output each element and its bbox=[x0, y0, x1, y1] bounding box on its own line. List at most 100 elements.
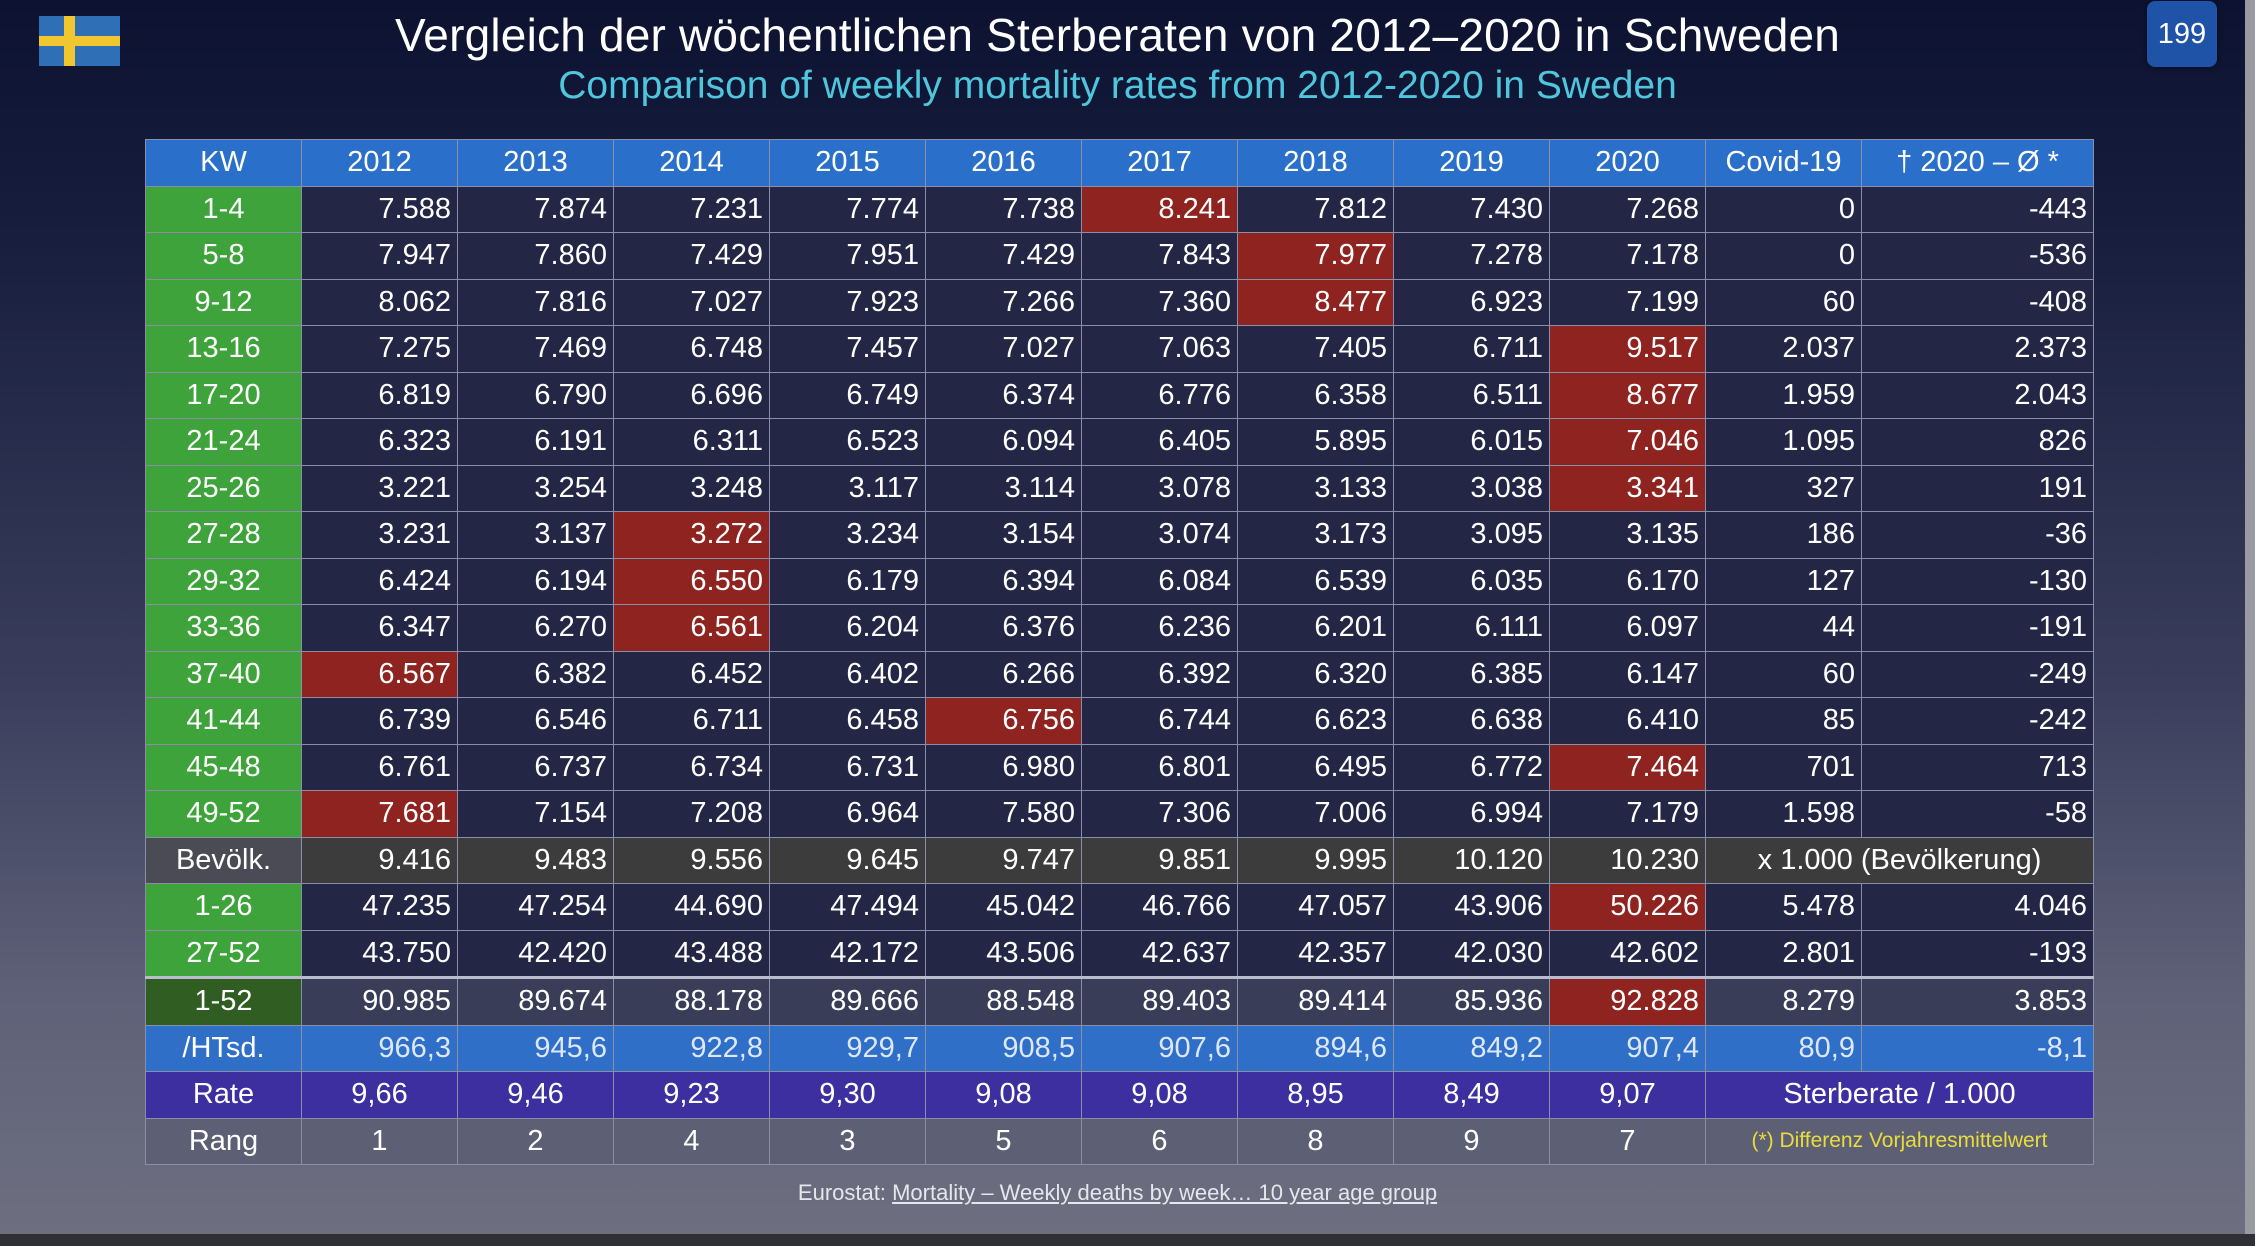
table-cell: 7.951 bbox=[769, 232, 926, 280]
source-prefix: Eurostat: bbox=[797, 1180, 893, 1205]
table-cell: 9.995 bbox=[1237, 836, 1394, 884]
per-thousand-row: /HTsd. 966,3 945,6 922,8 929,7 908,5 907,6 894,… bbox=[145, 1024, 2094, 1072]
table-row: 49-52 7.681 7.154 7.208 6.964 7.580 7.306 7.006… bbox=[145, 790, 2094, 838]
table-cell: 6.452 bbox=[613, 650, 770, 698]
table-cell: 1 bbox=[301, 1117, 458, 1165]
table-cell: 42.172 bbox=[769, 929, 926, 978]
population-row: Bevölk. 9.416 9.483 9.556 9.645 9.747 9.851 9.9… bbox=[145, 836, 2094, 884]
table-cell: 2 bbox=[457, 1117, 614, 1165]
rank-row: Rang 1 2 4 3 5 6 8 9 7 (*) Differenz Vorjahresmitt… bbox=[145, 1117, 2094, 1165]
table-cell: 7.006 bbox=[1237, 790, 1394, 838]
table-cell: 6.194 bbox=[457, 557, 614, 605]
table-row: 5-8 7.947 7.860 7.429 7.951 7.429 7.843 7.977 7.… bbox=[145, 232, 2094, 280]
table-cell: 6.748 bbox=[613, 325, 770, 373]
table-cell: 85 bbox=[1705, 697, 1862, 745]
table-row: 13-16 7.275 7.469 6.748 7.457 7.027 7.063 7.405… bbox=[145, 325, 2094, 373]
table-cell: 9,07 bbox=[1549, 1071, 1706, 1119]
row-label-week: 49-52 bbox=[145, 790, 302, 838]
table-cell: 43.488 bbox=[613, 929, 770, 978]
table-cell: 6.035 bbox=[1393, 557, 1550, 605]
table-cell-highlighted: 92.828 bbox=[1549, 976, 1706, 1026]
table-cell: 8,95 bbox=[1237, 1071, 1394, 1119]
table-cell: 6.711 bbox=[1393, 325, 1550, 373]
table-cell: -36 bbox=[1861, 511, 2094, 559]
row-label-rank: Rang bbox=[145, 1117, 302, 1165]
table-cell: 8,49 bbox=[1393, 1071, 1550, 1119]
table-cell-highlighted: 3.341 bbox=[1549, 464, 1706, 512]
table-cell: 6.311 bbox=[613, 418, 770, 466]
table-cell: 4.046 bbox=[1861, 883, 2094, 931]
table-cell: 7.231 bbox=[613, 185, 770, 233]
table-cell: 7.027 bbox=[613, 278, 770, 326]
table-cell: 6.402 bbox=[769, 650, 926, 698]
table-cell: 6.170 bbox=[1549, 557, 1706, 605]
table-cell: 6.776 bbox=[1081, 371, 1238, 419]
source-link[interactable]: Mortality – Weekly deaths by week… 10 ye… bbox=[892, 1180, 1438, 1205]
table-row: 27-28 3.231 3.137 3.272 3.234 3.154 3.074 3.173… bbox=[145, 511, 2094, 559]
table-cell: 327 bbox=[1705, 464, 1862, 512]
table-cell: 6.084 bbox=[1081, 557, 1238, 605]
table-cell: 6.204 bbox=[769, 604, 926, 652]
table-cell: 6.980 bbox=[925, 743, 1082, 791]
table-row: 29-32 6.424 6.194 6.550 6.179 6.394 6.084 6.539… bbox=[145, 557, 2094, 605]
table-cell: 7.306 bbox=[1081, 790, 1238, 838]
table-cell: 3 bbox=[769, 1117, 926, 1165]
table-cell-highlighted: 6.561 bbox=[613, 604, 770, 652]
flag-cross-vertical bbox=[64, 16, 75, 66]
table-cell: -8,1 bbox=[1861, 1024, 2094, 1072]
table-row: 9-12 8.062 7.816 7.027 7.923 7.266 7.360 8.477 6… bbox=[145, 278, 2094, 326]
table-cell: 6.546 bbox=[457, 697, 614, 745]
table-row: 41-44 6.739 6.546 6.711 6.458 6.756 6.744 6.623… bbox=[145, 697, 2094, 745]
table-cell: 7.179 bbox=[1549, 790, 1706, 838]
table-cell: 7.268 bbox=[1549, 185, 1706, 233]
table-cell: 6.347 bbox=[301, 604, 458, 652]
table-cell: 47.235 bbox=[301, 883, 458, 931]
row-label-per-thousand: /HTsd. bbox=[145, 1024, 302, 1072]
table-cell: 907,6 bbox=[1081, 1024, 1238, 1072]
row-label-week: 41-44 bbox=[145, 697, 302, 745]
table-cell: 3.248 bbox=[613, 464, 770, 512]
table-cell: 922,8 bbox=[613, 1024, 770, 1072]
table-cell: 9.556 bbox=[613, 836, 770, 884]
table-cell: 2.037 bbox=[1705, 325, 1862, 373]
population-unit-note: x 1.000 (Bevölkerung) bbox=[1705, 836, 2094, 884]
table-cell: 10.230 bbox=[1549, 836, 1706, 884]
table-cell-highlighted: 6.567 bbox=[301, 650, 458, 698]
row-label-half-year: 27-52 bbox=[145, 929, 302, 978]
table-cell: 1.959 bbox=[1705, 371, 1862, 419]
table-cell-highlighted: 9.517 bbox=[1549, 325, 1706, 373]
table-cell: 3.173 bbox=[1237, 511, 1394, 559]
table-cell: 6.523 bbox=[769, 418, 926, 466]
table-cell-highlighted: 8.477 bbox=[1237, 278, 1394, 326]
table-cell: 10.120 bbox=[1393, 836, 1550, 884]
table-cell: 929,7 bbox=[769, 1024, 926, 1072]
mortality-table: KW 2012 2013 2014 2015 2016 2017 2018 2019 2020 Co… bbox=[145, 139, 2094, 1165]
table-cell-highlighted: 8.677 bbox=[1549, 371, 1706, 419]
table-cell: 80,9 bbox=[1705, 1024, 1862, 1072]
table-cell: 6.790 bbox=[457, 371, 614, 419]
table-cell: 6.270 bbox=[457, 604, 614, 652]
row-label-week: 17-20 bbox=[145, 371, 302, 419]
table-cell: -130 bbox=[1861, 557, 2094, 605]
table-cell: 9,08 bbox=[1081, 1071, 1238, 1119]
table-cell: 7.843 bbox=[1081, 232, 1238, 280]
page-number-badge: 199 bbox=[2147, 1, 2217, 67]
row-label-week: 13-16 bbox=[145, 325, 302, 373]
table-cell: 9,66 bbox=[301, 1071, 458, 1119]
table-cell: 6.734 bbox=[613, 743, 770, 791]
table-cell: 3.038 bbox=[1393, 464, 1550, 512]
table-cell: 7.430 bbox=[1393, 185, 1550, 233]
table-cell: 89.403 bbox=[1081, 976, 1238, 1026]
table-row: 17-20 6.819 6.790 6.696 6.749 6.374 6.776 6.358… bbox=[145, 371, 2094, 419]
table-row: 25-26 3.221 3.254 3.248 3.117 3.114 3.078 3.133… bbox=[145, 464, 2094, 512]
table-cell: 6.374 bbox=[925, 371, 1082, 419]
table-cell: 7.923 bbox=[769, 278, 926, 326]
table-cell: 6.015 bbox=[1393, 418, 1550, 466]
table-cell-highlighted: 6.756 bbox=[925, 697, 1082, 745]
table-cell: 907,4 bbox=[1549, 1024, 1706, 1072]
column-header: KW bbox=[145, 139, 302, 187]
table-cell: 3.853 bbox=[1861, 976, 2094, 1026]
table-cell: 7.199 bbox=[1549, 278, 1706, 326]
table-cell: 89.666 bbox=[769, 976, 926, 1026]
table-cell: 6.495 bbox=[1237, 743, 1394, 791]
